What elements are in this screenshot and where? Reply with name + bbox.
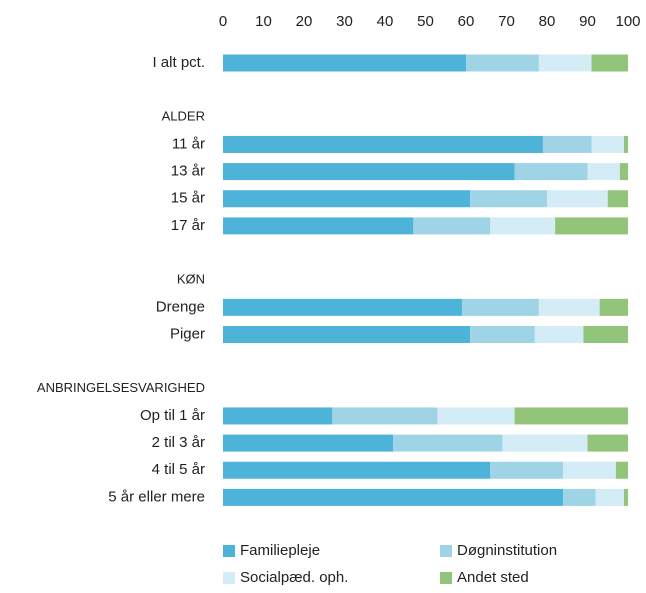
section-header: KØN (177, 272, 205, 287)
bar-segment (223, 190, 471, 208)
bar-segment (563, 461, 616, 479)
bar-segment (413, 217, 491, 235)
y-tick-label: 13 år (171, 163, 205, 180)
bar-segment (470, 190, 547, 208)
y-tick-label: 4 til 5 år (152, 461, 205, 478)
bar-segment (393, 434, 503, 452)
bar-segment (470, 326, 535, 343)
x-tick-label: 20 (296, 13, 313, 30)
y-tick-label: 15 år (171, 190, 205, 207)
bar-segment (223, 163, 515, 181)
x-tick-label: 70 (498, 13, 515, 30)
x-tick-label: 90 (579, 13, 596, 30)
bar-segment (607, 190, 628, 208)
y-tick-label: 11 år (172, 135, 205, 152)
legend-label: Familiepleje (240, 542, 320, 559)
bar-segment (223, 135, 543, 153)
bar-segment (490, 217, 556, 235)
legend-label: Døgninstitution (457, 542, 557, 559)
bar-segment (538, 298, 600, 316)
bar-segment (514, 163, 588, 181)
bar-segment (587, 434, 628, 452)
y-tick-label: Op til 1 år (140, 407, 205, 424)
bar-segment (514, 407, 628, 425)
bar-segment (223, 54, 466, 72)
bar-segment (502, 434, 588, 452)
bar-segment (623, 488, 628, 506)
x-tick-label: 80 (539, 13, 556, 30)
x-tick-label: 30 (336, 13, 353, 30)
x-tick-label: 60 (458, 13, 475, 30)
bar-segment (587, 163, 620, 181)
bar-segment (623, 135, 628, 153)
x-tick-label: 10 (255, 13, 272, 30)
bar-segment (534, 326, 584, 343)
y-tick-label: I alt pct. (152, 54, 205, 71)
bar-segment (332, 407, 438, 425)
bar-segment (615, 461, 628, 479)
bar-segment (461, 298, 539, 316)
bar-segment (223, 434, 394, 452)
bar-segment (555, 217, 628, 235)
x-tick-label: 0 (219, 13, 227, 30)
bar-segment (538, 54, 592, 72)
y-tick-label: 2 til 3 år (152, 434, 205, 451)
bar-segment (591, 54, 628, 72)
bar-segment (223, 326, 471, 343)
bar-segment (223, 488, 564, 506)
y-tick-label: Drenge (156, 298, 205, 315)
bar-segment (223, 407, 333, 425)
legend-swatch (440, 545, 452, 557)
bar-segment (223, 298, 462, 316)
bar-segment (223, 217, 414, 235)
y-tick-label: Piger (170, 325, 205, 342)
section-header: ANBRINGELSESVARIGHED (37, 380, 205, 395)
y-tick-label: 17 år (171, 217, 205, 234)
y-tick-label: 5 år eller mere (108, 488, 205, 505)
bar-segment (223, 461, 491, 479)
legend-swatch (223, 572, 235, 584)
bar-segment (619, 163, 628, 181)
bar-segment (591, 135, 624, 153)
legend-swatch (440, 572, 452, 584)
x-tick-label: 100 (615, 13, 640, 30)
bar-segment (437, 407, 515, 425)
legend-label: Socialpæd. oph. (240, 569, 348, 586)
legend-label: Andet sted (457, 569, 529, 586)
bar-segment (563, 488, 596, 506)
bar-segment (466, 54, 539, 72)
x-tick-label: 40 (377, 13, 394, 30)
bar-segment (490, 461, 564, 479)
bar-segment (595, 488, 624, 506)
bar-segment (547, 190, 608, 208)
x-tick-label: 50 (417, 13, 434, 30)
bar-segment (583, 326, 628, 343)
legend-swatch (223, 545, 235, 557)
bar-segment (542, 135, 592, 153)
bar-segment (599, 298, 628, 316)
section-header: ALDER (162, 109, 205, 124)
